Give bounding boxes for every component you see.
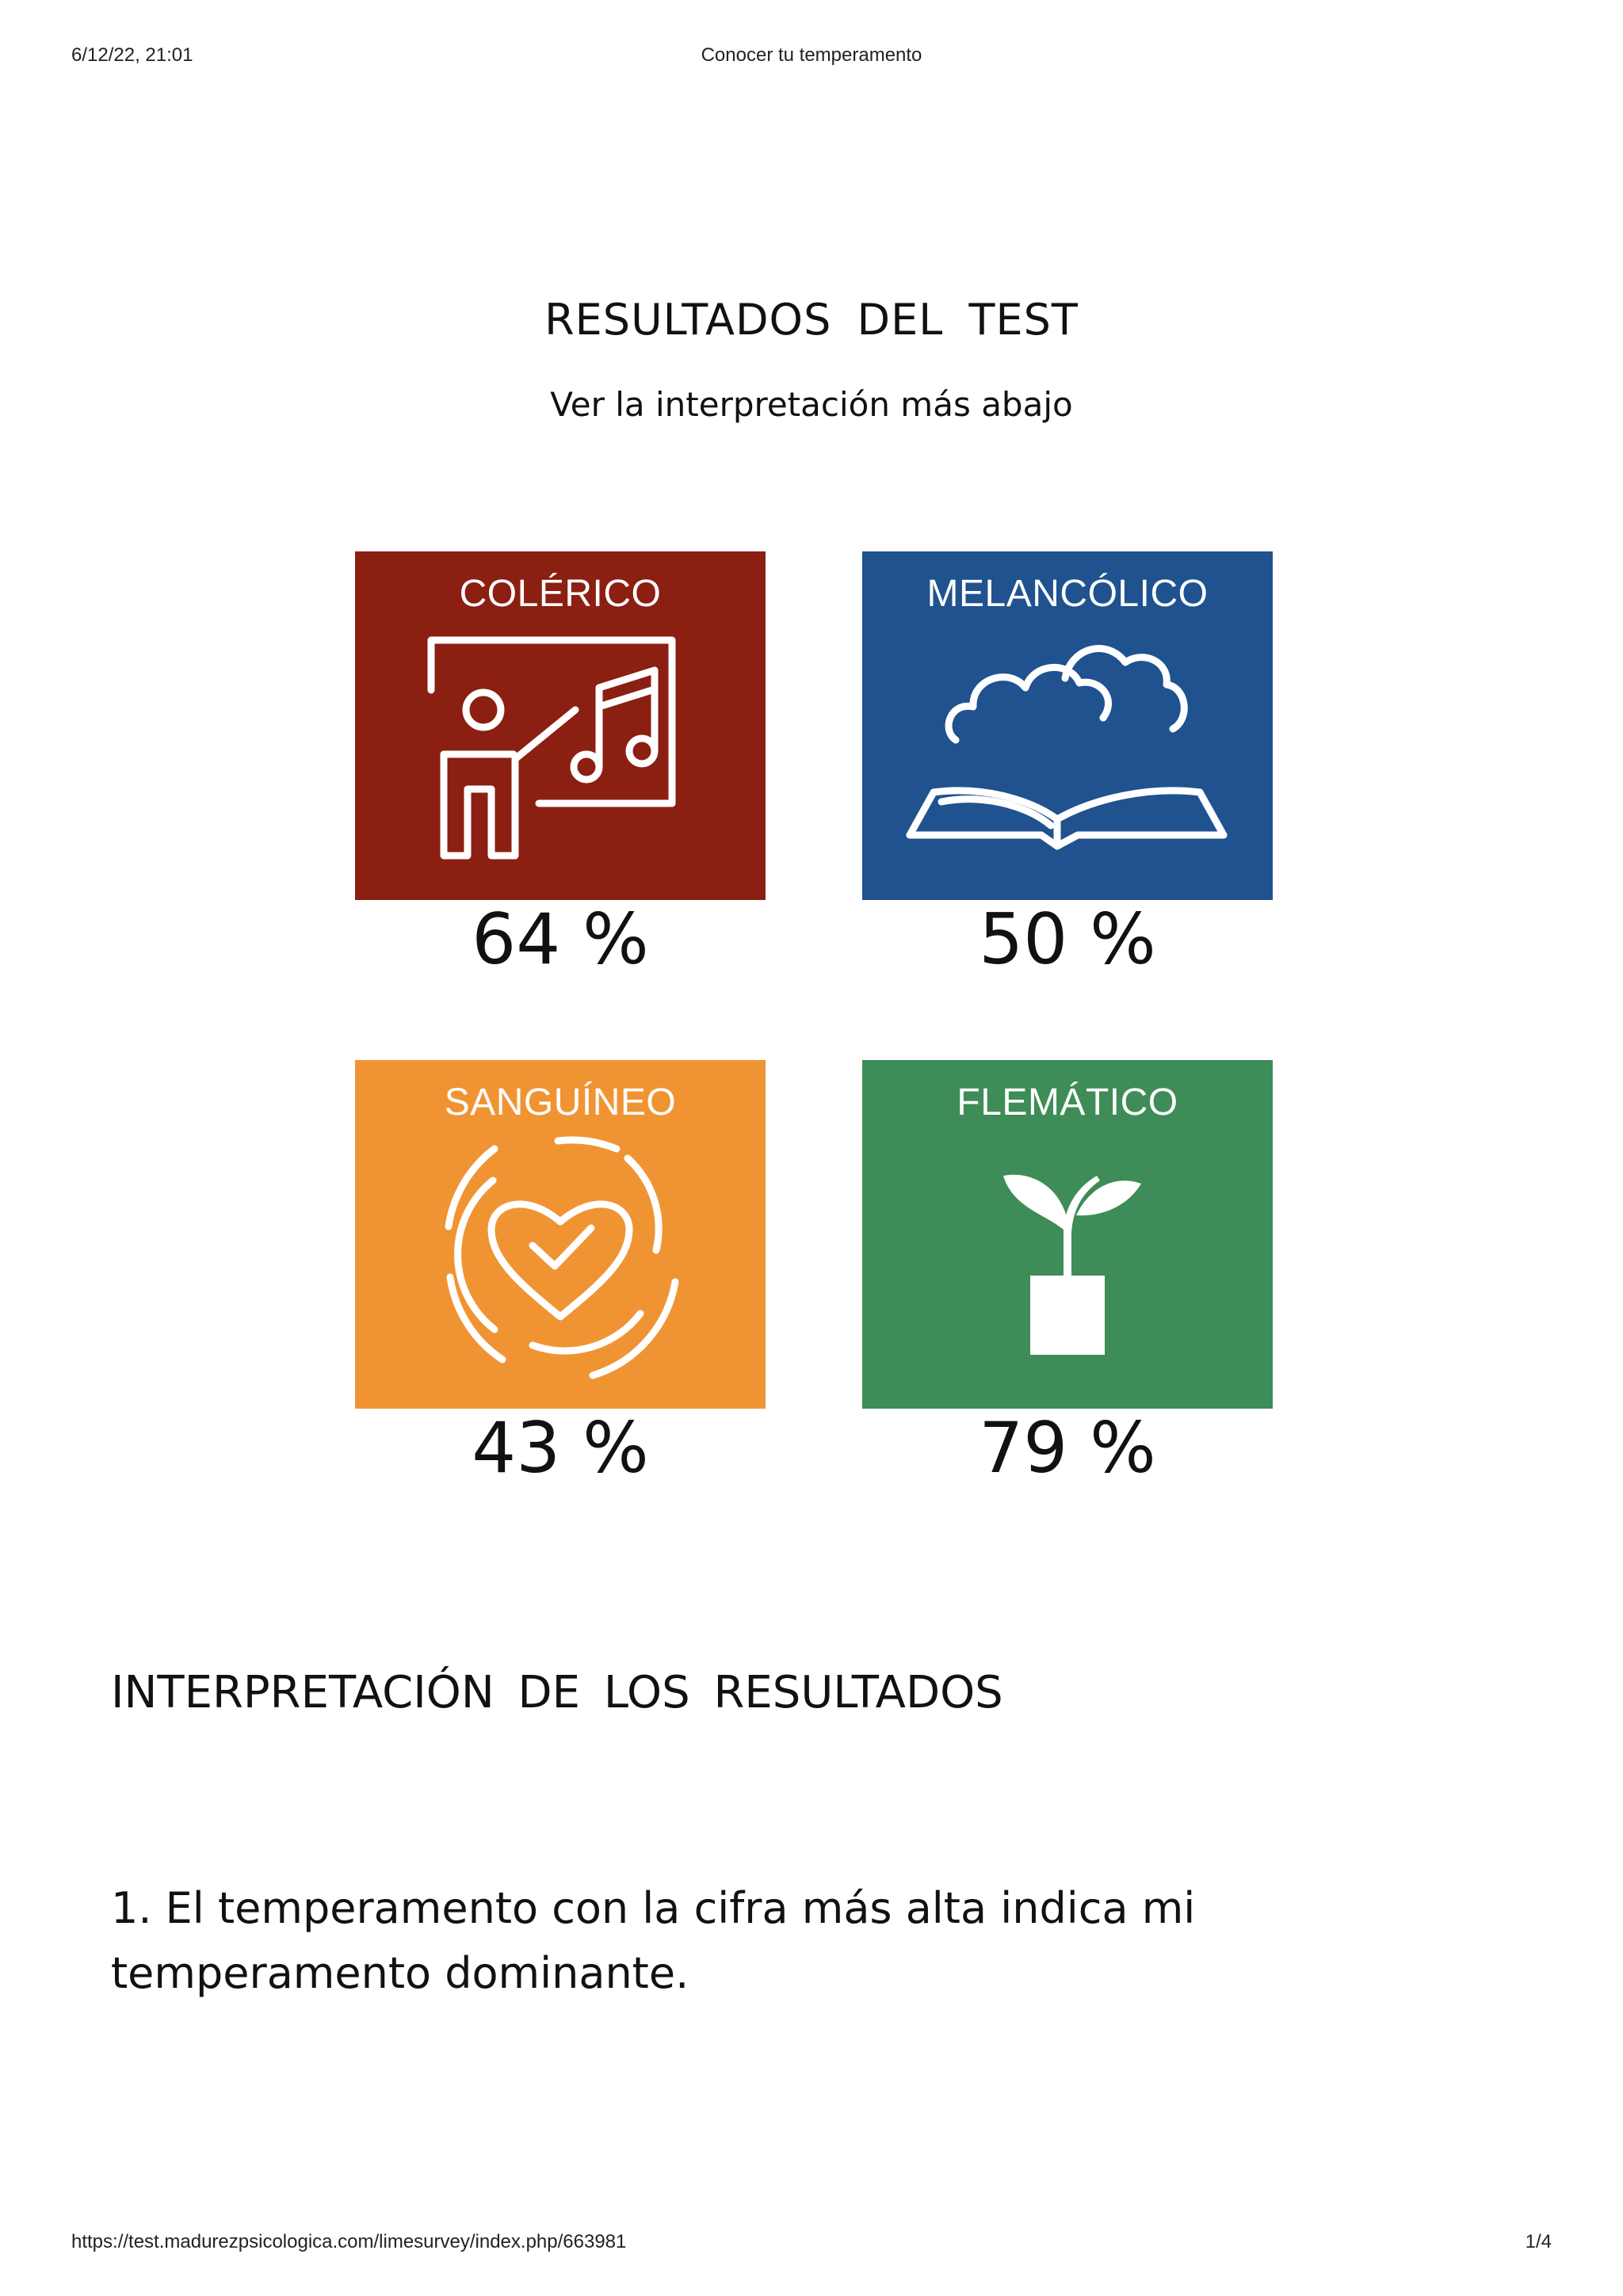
temperament-card-melancolico: MELANCÓLICO: [862, 551, 1273, 900]
results-subtitle: Ver la interpretación más abajo: [550, 385, 1073, 424]
results-title: RESULTADOS DEL TEST: [544, 295, 1079, 345]
teacher-board-music-icon: [355, 551, 766, 900]
temperament-percent-colerico: 64 %: [472, 898, 649, 980]
temperament-card-flematico: FLEMÁTICO: [862, 1060, 1273, 1409]
temperament-percent-flematico: 79 %: [979, 1407, 1156, 1489]
temperament-card-colerico: COLÉRICO: [355, 551, 766, 900]
interpretation-title: INTERPRETACIÓN DE LOS RESULTADOS: [111, 1667, 1003, 1718]
sprout-pot-icon: [862, 1060, 1273, 1409]
temperament-card-sanguineo: SANGUÍNEO: [355, 1060, 766, 1409]
print-url: https://test.madurezpsicologica.com/lime…: [71, 2231, 627, 2252]
temperament-name: SANGUÍNEO: [444, 1081, 677, 1123]
temperament-name: MELANCÓLICO: [926, 573, 1209, 615]
print-page-number: 1/4: [1525, 2231, 1552, 2252]
heart-check-icon: [355, 1060, 766, 1409]
temperament-percent-sanguineo: 43 %: [472, 1407, 649, 1489]
temperament-name: COLÉRICO: [459, 573, 662, 615]
book-clouds-icon: [862, 551, 1273, 900]
temperament-percent-melancolico: 50 %: [979, 898, 1156, 980]
print-page-title: Conocer tu temperamento: [701, 44, 922, 66]
interpretation-point-1: 1. El temperamento con la cifra más alta…: [111, 1883, 1196, 1998]
temperament-name: FLEMÁTICO: [957, 1081, 1178, 1123]
print-datetime: 6/12/22, 21:01: [71, 44, 193, 66]
